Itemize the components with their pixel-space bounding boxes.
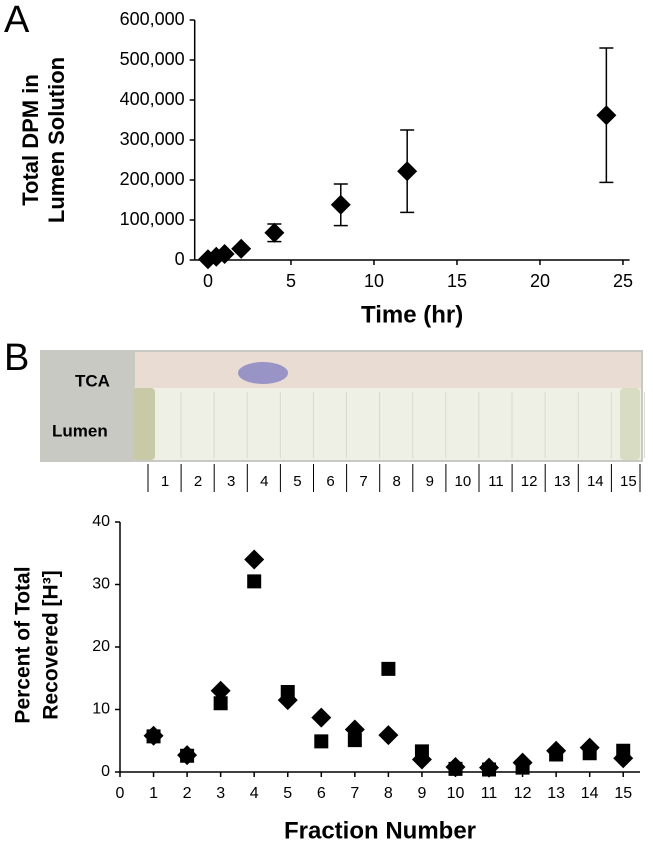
x-tick-label: 7 bbox=[350, 785, 359, 802]
y-axis-label: Percent of Total bbox=[12, 566, 35, 723]
marker bbox=[146, 729, 161, 744]
x-tick-label: 5 bbox=[286, 271, 296, 291]
x-axis-label: Time (hr) bbox=[361, 301, 463, 328]
x-tick-label: 8 bbox=[384, 785, 393, 802]
panel-label: B bbox=[4, 337, 29, 379]
panel-label: A bbox=[4, 0, 30, 41]
marker bbox=[582, 746, 597, 761]
plate-lower bbox=[135, 388, 641, 460]
y-tick-label: 0 bbox=[101, 763, 110, 780]
lane-label: 8 bbox=[393, 473, 401, 490]
y-tick-label: 100,000 bbox=[120, 209, 185, 229]
lane-label: 4 bbox=[260, 473, 268, 490]
x-tick-label: 20 bbox=[530, 271, 550, 291]
plate-photo bbox=[40, 350, 643, 462]
y-tick-label: 0 bbox=[175, 249, 185, 269]
lane-label: 3 bbox=[227, 473, 235, 490]
lane-label: 14 bbox=[587, 473, 604, 490]
marker bbox=[378, 725, 399, 746]
x-tick-label: 5 bbox=[283, 785, 292, 802]
plate-edge bbox=[620, 388, 640, 460]
lane-label: 9 bbox=[426, 473, 434, 490]
y-tick-label: 300,000 bbox=[120, 129, 185, 149]
lane-label: 1 bbox=[161, 473, 169, 490]
x-tick-label: 0 bbox=[116, 785, 125, 802]
marker bbox=[347, 733, 362, 748]
marker bbox=[247, 574, 262, 589]
x-tick-label: 14 bbox=[581, 785, 599, 802]
y-axis-label: Recovered [H³] bbox=[40, 570, 63, 719]
marker bbox=[197, 249, 218, 270]
x-tick-label: 6 bbox=[317, 785, 326, 802]
x-tick-label: 4 bbox=[250, 785, 259, 802]
marker bbox=[330, 194, 351, 215]
lane-label: 2 bbox=[194, 473, 202, 490]
x-tick-label: 2 bbox=[183, 785, 192, 802]
x-tick-label: 10 bbox=[364, 271, 384, 291]
marker bbox=[448, 761, 463, 776]
marker bbox=[397, 161, 418, 182]
lane-label: 12 bbox=[521, 473, 538, 490]
x-axis-label: Fraction Number bbox=[284, 817, 476, 844]
stain-spot bbox=[238, 362, 288, 384]
y-tick-label: 20 bbox=[92, 638, 110, 655]
x-tick-label: 10 bbox=[447, 785, 465, 802]
marker bbox=[180, 748, 195, 763]
marker bbox=[482, 762, 497, 777]
marker bbox=[213, 696, 228, 711]
x-tick-label: 1 bbox=[149, 785, 158, 802]
lane-label: 10 bbox=[455, 473, 472, 490]
y-tick-label: 500,000 bbox=[120, 49, 185, 69]
marker bbox=[214, 244, 235, 264]
x-tick-label: 13 bbox=[547, 785, 565, 802]
marker bbox=[244, 549, 265, 570]
x-tick-label: 3 bbox=[216, 785, 225, 802]
plate-label: Lumen bbox=[52, 421, 108, 440]
lane-label: 7 bbox=[359, 473, 367, 490]
x-tick-label: 0 bbox=[203, 271, 213, 291]
x-tick-label: 12 bbox=[514, 785, 532, 802]
x-tick-label: 15 bbox=[614, 785, 632, 802]
marker bbox=[231, 238, 252, 259]
plate-label: TCA bbox=[75, 371, 110, 390]
x-tick-label: 9 bbox=[417, 785, 426, 802]
x-tick-label: 25 bbox=[613, 271, 633, 291]
lane-label: 15 bbox=[620, 473, 637, 490]
y-tick-label: 600,000 bbox=[120, 9, 185, 29]
marker bbox=[381, 661, 396, 676]
y-axis-label: Lumen Solution bbox=[44, 57, 69, 223]
y-tick-label: 40 bbox=[92, 513, 110, 530]
x-tick-label: 11 bbox=[481, 785, 498, 802]
marker bbox=[210, 680, 231, 701]
marker bbox=[596, 105, 617, 126]
lane-label: 13 bbox=[554, 473, 571, 490]
lane-label: 6 bbox=[326, 473, 334, 490]
lane-label: 11 bbox=[488, 473, 504, 490]
y-tick-label: 10 bbox=[92, 701, 110, 718]
plate-edge bbox=[133, 388, 155, 460]
marker bbox=[311, 707, 332, 728]
x-tick-label: 15 bbox=[447, 271, 467, 291]
lane-label: 5 bbox=[293, 473, 301, 490]
y-tick-label: 200,000 bbox=[120, 169, 185, 189]
marker bbox=[549, 747, 564, 762]
marker bbox=[314, 734, 329, 749]
y-tick-label: 30 bbox=[92, 576, 110, 593]
marker bbox=[515, 760, 530, 775]
y-axis-label: Total DPM in bbox=[18, 74, 43, 206]
marker bbox=[616, 743, 631, 758]
marker bbox=[280, 685, 295, 699]
marker bbox=[264, 222, 285, 243]
y-tick-label: 400,000 bbox=[120, 89, 185, 109]
plate-top bbox=[135, 352, 641, 388]
marker bbox=[414, 744, 429, 759]
